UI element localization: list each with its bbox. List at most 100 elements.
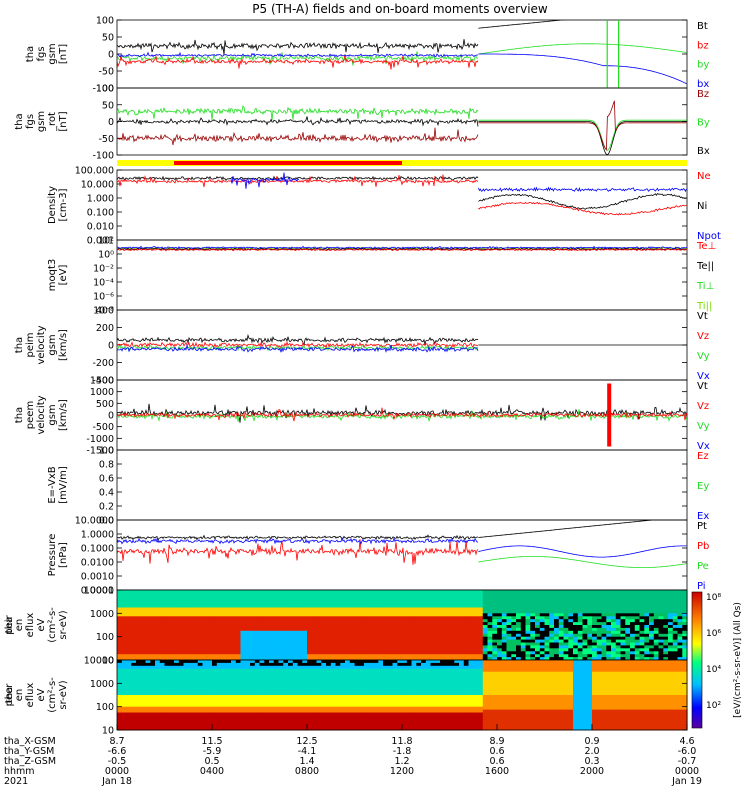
heatmap-cell	[354, 727, 360, 731]
heatmap-cell	[193, 709, 199, 713]
heatmap-cell	[592, 590, 598, 594]
heatmap-cell	[316, 633, 322, 638]
heatmap-cell	[644, 601, 650, 606]
heatmap-cell	[117, 595, 123, 600]
heatmap-cell	[269, 703, 275, 708]
heatmap-cell	[459, 695, 465, 699]
heatmap-cell	[359, 627, 365, 632]
heatmap-cell	[254, 592, 261, 597]
heatmap-cell	[307, 709, 313, 713]
heatmap-cell	[349, 665, 356, 670]
heatmap-cell	[316, 592, 322, 597]
heatmap-cell	[487, 627, 493, 632]
heatmap-cell	[150, 592, 156, 597]
heatmap-cell	[231, 619, 237, 623]
heatmap-cell	[406, 613, 413, 617]
heatmap-cell	[563, 619, 569, 623]
heatmap-cell	[150, 619, 156, 623]
heatmap-cell	[311, 607, 318, 611]
heatmap-cell	[378, 727, 384, 731]
heatmap-cell	[544, 657, 550, 661]
heatmap-cell	[321, 639, 327, 643]
heatmap-cell	[373, 619, 379, 623]
heatmap-cell	[425, 674, 432, 678]
heatmap-cell	[373, 604, 379, 608]
heatmap-cell	[131, 671, 137, 676]
heatmap-cell	[297, 607, 303, 611]
heatmap-cell	[202, 677, 208, 681]
heatmap-cell	[349, 601, 356, 606]
heatmap-cell	[250, 648, 256, 652]
heatmap-cell	[459, 657, 465, 661]
heatmap-cell	[497, 598, 503, 603]
heatmap-cell	[587, 592, 593, 597]
heatmap-cell	[440, 613, 446, 617]
heatmap-cell	[226, 692, 232, 696]
heatmap-cell	[606, 590, 612, 594]
heatmap-cell	[478, 598, 484, 603]
heatmap-cell	[501, 625, 508, 629]
heatmap-cell	[535, 657, 541, 661]
heatmap-cell	[164, 604, 170, 608]
heatmap-cell	[387, 662, 394, 667]
heatmap-cell	[463, 662, 470, 667]
heatmap-cell	[649, 645, 655, 649]
heatmap-cell	[653, 654, 660, 658]
heatmap-cell	[178, 706, 185, 711]
heatmap-cell	[634, 657, 641, 661]
heatmap-cell	[178, 674, 185, 678]
heatmap-cell	[278, 630, 284, 635]
heatmap-cell	[155, 700, 161, 705]
heatmap-cell	[444, 639, 451, 643]
heatmap-cell	[359, 715, 365, 719]
heatmap-cell	[136, 706, 142, 711]
heatmap-cell	[421, 662, 427, 667]
heatmap-cell	[406, 622, 413, 626]
heatmap-cell	[288, 695, 294, 699]
heatmap-cell	[259, 613, 265, 617]
heatmap-cell	[449, 692, 455, 696]
heatmap-cell	[212, 616, 218, 620]
heatmap-cell	[582, 590, 588, 594]
heatmap-cell	[335, 604, 341, 608]
heatmap-cell	[682, 625, 688, 629]
heatmap-cell	[354, 715, 360, 719]
heatmap-cell	[150, 683, 156, 687]
heatmap-cell	[240, 718, 246, 722]
heatmap-cell	[178, 630, 185, 635]
heatmap-cell	[345, 692, 351, 696]
heatmap-cell	[682, 604, 688, 608]
heatmap-cell	[264, 718, 270, 722]
heatmap-cell	[202, 686, 208, 690]
heatmap-cell	[368, 627, 375, 632]
heatmap-cell	[596, 633, 603, 638]
heatmap-cell	[402, 625, 408, 629]
heatmap-cell	[392, 657, 398, 661]
heatmap-cell	[183, 709, 189, 713]
heatmap-cell	[411, 627, 417, 632]
heatmap-cell	[131, 712, 137, 716]
heatmap-cell	[435, 709, 441, 713]
heatmap-cell	[402, 674, 408, 678]
heatmap-cell	[145, 592, 151, 597]
heatmap-cell	[497, 610, 503, 614]
heatmap-cell	[235, 601, 242, 606]
heatmap-cell	[202, 616, 208, 620]
heatmap-cell	[235, 689, 242, 693]
heatmap-cell	[131, 633, 137, 638]
heatmap-cell	[478, 613, 484, 617]
heatmap-cell	[178, 616, 185, 620]
heatmap-cell	[634, 648, 641, 652]
heatmap-cell	[145, 692, 151, 696]
heatmap-cell	[639, 604, 645, 608]
heatmap-cell	[202, 662, 208, 667]
heatmap-cell	[639, 648, 645, 652]
heatmap-cell	[516, 630, 522, 635]
heatmap-cell	[278, 674, 284, 678]
heatmap-cell	[615, 645, 622, 649]
heatmap-cell	[169, 613, 175, 617]
heatmap-cell	[292, 598, 299, 603]
heatmap-cell	[212, 627, 218, 632]
trace-pi	[117, 536, 479, 545]
heatmap-cell	[454, 668, 460, 673]
